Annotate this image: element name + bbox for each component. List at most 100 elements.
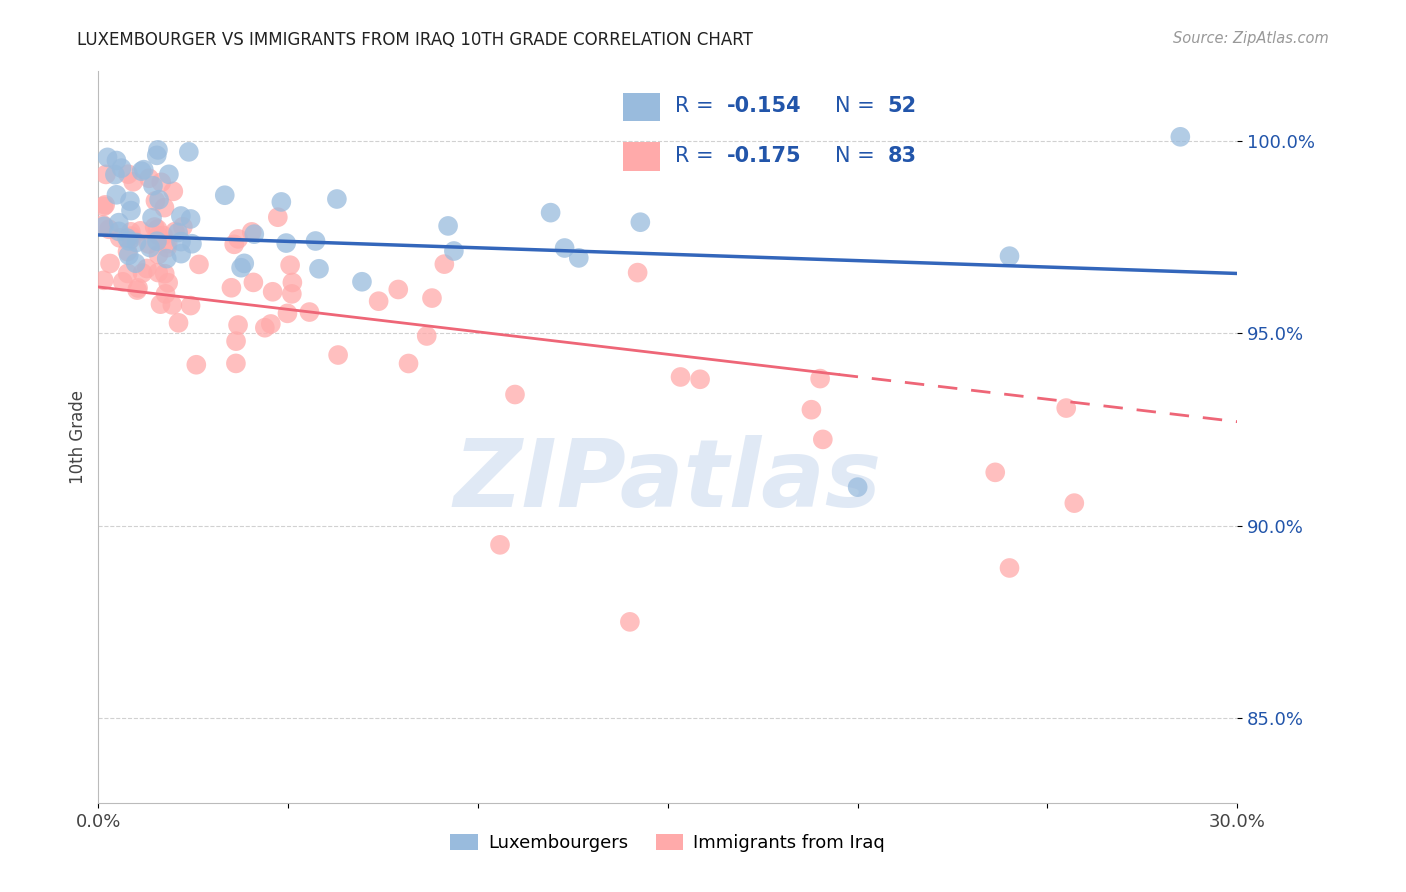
FancyBboxPatch shape (623, 93, 659, 121)
Point (153, 201, 176, 215)
Point (94, 198, 117, 212)
Point (233, 256, 256, 270)
Point (242, 276, 264, 290)
Point (811, 433, 834, 447)
Point (416, 329, 439, 343)
Point (145, 148, 167, 162)
Point (489, 538, 512, 552)
Point (243, 227, 266, 241)
Point (127, 283, 149, 297)
Point (846, 480, 869, 494)
Text: N =: N = (835, 145, 882, 166)
Point (96, 150, 118, 164)
Point (221, 281, 243, 295)
Point (276, 306, 298, 320)
Point (91, 218, 114, 232)
Point (163, 225, 186, 239)
Point (262, 285, 284, 299)
Point (120, 229, 142, 244)
Point (298, 305, 321, 319)
Text: -0.175: -0.175 (727, 145, 801, 166)
Point (93, 273, 115, 287)
Point (97, 222, 120, 236)
Point (120, 225, 142, 239)
Point (125, 235, 148, 250)
Point (118, 234, 141, 248)
Point (146, 266, 169, 280)
Point (433, 257, 456, 271)
Point (141, 211, 163, 225)
Point (1063, 496, 1085, 510)
Point (145, 194, 167, 208)
Point (118, 248, 141, 262)
Point (170, 246, 193, 260)
Point (281, 286, 304, 301)
Y-axis label: 10th Grade: 10th Grade (69, 390, 87, 484)
Point (143, 220, 166, 235)
Point (131, 164, 153, 178)
Text: 83: 83 (887, 145, 917, 166)
Point (110, 161, 132, 175)
Point (568, 251, 591, 265)
Point (138, 171, 160, 186)
Point (156, 252, 179, 266)
Point (398, 357, 420, 371)
Point (153, 267, 176, 281)
Text: 52: 52 (887, 96, 917, 117)
Point (162, 185, 184, 199)
Point (157, 167, 180, 181)
Point (105, 187, 128, 202)
Point (150, 175, 173, 189)
Point (132, 162, 155, 177)
Point (226, 318, 249, 332)
Point (131, 266, 153, 280)
Point (800, 402, 823, 417)
Point (308, 261, 330, 276)
Point (167, 316, 190, 330)
Point (177, 145, 200, 159)
Point (998, 249, 1021, 263)
Point (148, 228, 170, 243)
Point (260, 317, 283, 331)
Point (188, 257, 211, 271)
Text: Source: ZipAtlas.com: Source: ZipAtlas.com (1173, 31, 1329, 46)
Point (367, 294, 389, 309)
Point (619, 615, 641, 629)
Point (155, 286, 177, 301)
Point (420, 291, 443, 305)
Point (127, 281, 149, 295)
Text: -0.154: -0.154 (727, 96, 801, 117)
Point (437, 219, 460, 233)
Point (1054, 401, 1077, 415)
Text: ZIPatlas: ZIPatlas (454, 435, 882, 527)
Point (627, 266, 650, 280)
Point (267, 211, 290, 225)
Point (152, 228, 174, 243)
Point (129, 224, 152, 238)
Point (139, 241, 162, 255)
Point (180, 299, 202, 313)
Point (270, 194, 292, 209)
Point (689, 372, 711, 386)
Point (226, 232, 249, 246)
Point (138, 236, 160, 251)
Point (443, 244, 465, 258)
Point (111, 275, 134, 289)
Point (181, 236, 204, 251)
Text: LUXEMBOURGER VS IMMIGRANTS FROM IRAQ 10TH GRADE CORRELATION CHART: LUXEMBOURGER VS IMMIGRANTS FROM IRAQ 10T… (77, 31, 754, 49)
FancyBboxPatch shape (623, 142, 659, 170)
Point (276, 235, 298, 250)
Point (146, 222, 169, 236)
Point (253, 320, 276, 334)
Point (808, 371, 831, 385)
Point (387, 283, 409, 297)
Point (998, 561, 1021, 575)
Point (162, 298, 184, 312)
Point (104, 168, 127, 182)
Point (115, 231, 138, 245)
Point (117, 167, 139, 181)
Point (146, 143, 169, 157)
Point (186, 358, 208, 372)
Point (157, 276, 180, 290)
Point (229, 260, 252, 275)
